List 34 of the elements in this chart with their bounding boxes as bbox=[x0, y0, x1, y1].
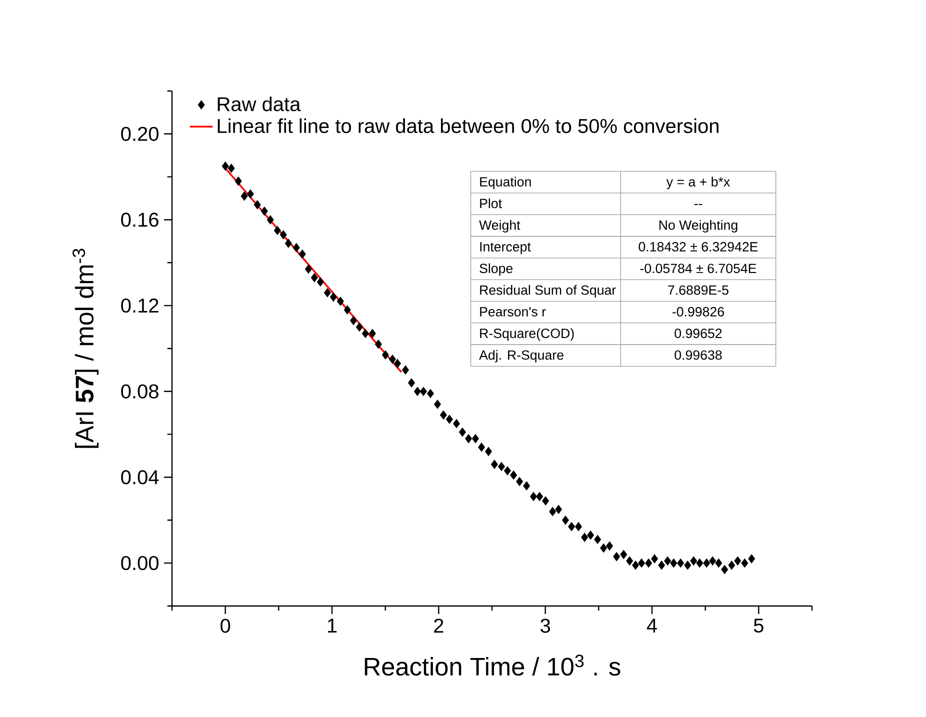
y-tick-label: 0.00 bbox=[121, 556, 158, 570]
annotation: 0.99652 bbox=[674, 328, 722, 338]
legend-label: Raw data bbox=[218, 96, 301, 112]
annotation: No Weighting bbox=[659, 220, 738, 232]
y-tick-label: 0.20 bbox=[121, 126, 158, 141]
annotation: Plot bbox=[480, 198, 502, 208]
x-tick-label: 2 bbox=[434, 618, 444, 633]
y-tick-label: 0.12 bbox=[121, 298, 158, 313]
annotation: 7.6889E-5 bbox=[668, 285, 728, 295]
annotation: Pearson's r bbox=[480, 307, 546, 316]
y-tick-label: 0.16 bbox=[121, 212, 158, 227]
y-axis-title: [ArI 57] / mol dm$^{-3}$ bbox=[72, 248, 99, 448]
annotation: -0.99826 bbox=[672, 307, 724, 316]
annotation: 0.99638 bbox=[674, 350, 722, 360]
annotation: Equation bbox=[480, 176, 531, 190]
annotation: 0.18432 ± 6.32942E bbox=[638, 242, 758, 252]
x-tick-label: 0 bbox=[220, 618, 230, 633]
annotation: y = a + b*x bbox=[666, 176, 730, 190]
annotation: Residual Sum of Squar bbox=[480, 285, 616, 298]
x-tick-label: 4 bbox=[646, 618, 657, 632]
y-tick-label: 0.04 bbox=[121, 470, 159, 484]
annotation: -0.05784 ± 6.7054E bbox=[640, 264, 756, 274]
annotation: Weight bbox=[479, 220, 520, 232]
annotation: Adj. R-Square bbox=[479, 350, 564, 362]
annotation: -- bbox=[694, 204, 702, 206]
annotation: R-Square(COD) bbox=[480, 328, 574, 341]
legend-label: Linear fit line to raw data between 0% to 50% conversion bbox=[218, 118, 718, 134]
annotation: Intercept bbox=[480, 242, 531, 254]
x-tick-label: 3 bbox=[540, 618, 550, 633]
x-tick-label: 5 bbox=[754, 618, 764, 633]
y-tick-label: 0.08 bbox=[121, 384, 158, 398]
x-tick-label: 1 bbox=[328, 618, 337, 632]
annotation: Slope bbox=[480, 263, 513, 276]
x-axis-title: Reaction Time / 10$^{3}$ . s bbox=[364, 654, 620, 676]
